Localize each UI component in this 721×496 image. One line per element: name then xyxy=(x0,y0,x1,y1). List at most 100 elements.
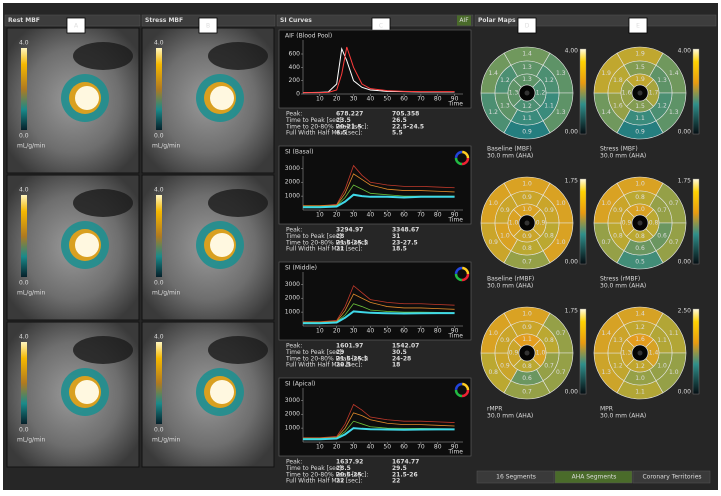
colorbar xyxy=(156,342,162,424)
map-subtitle: 30.0 mm (AHA) xyxy=(600,153,646,160)
stat-stress: 31 xyxy=(392,233,400,240)
segment-label: 1.0 xyxy=(488,330,498,337)
stat-label: Full Width Half Max [sec]: xyxy=(286,246,363,253)
stat-rest: 3294.97 xyxy=(336,227,363,234)
stat-label: Peak: xyxy=(286,459,302,466)
tab[interactable] xyxy=(554,470,633,484)
colorbar-unit: mL/g/min xyxy=(17,143,46,150)
stat-rest: 20.5 xyxy=(336,362,351,369)
segment-icon xyxy=(454,150,470,166)
segment-label: 1.1 xyxy=(657,337,667,344)
tab[interactable] xyxy=(632,470,711,484)
blood-pool-dark xyxy=(73,336,133,364)
stat-stress: 5.5 xyxy=(392,130,403,137)
curve xyxy=(303,164,455,207)
colorbar-label: 0.00 xyxy=(678,259,692,266)
stat-rest: 6.5 xyxy=(336,130,347,137)
x-tick-label: 60 xyxy=(400,444,408,451)
stat-stress: 3348.67 xyxy=(392,227,419,234)
segment-label: 0.9 xyxy=(522,233,532,240)
segment-icon xyxy=(454,382,470,398)
colorbar-unit: mL/g/min xyxy=(152,290,181,297)
letter-label: A xyxy=(74,23,79,30)
map-subtitle: 30.0 mm (AHA) xyxy=(487,413,533,420)
segment-label: 0.9 xyxy=(522,194,532,201)
colorbar xyxy=(21,195,27,277)
segment-label: 1.2 xyxy=(536,90,546,97)
x-tick-label: 30 xyxy=(350,96,358,103)
blood-pool-dark xyxy=(73,42,133,70)
colorbar-label: 4.0 xyxy=(154,334,164,341)
colorbar xyxy=(156,48,162,130)
stat-label: Peak: xyxy=(286,227,302,234)
x-tick-label: 90 xyxy=(451,444,459,451)
chart-box xyxy=(278,145,472,225)
segment-label: 1.0 xyxy=(536,350,546,357)
letter-tag xyxy=(517,17,537,34)
y-tick-label: 2000 xyxy=(285,179,300,186)
letter-tag xyxy=(198,17,218,34)
colorbar-unit: mL/g/min xyxy=(152,143,181,150)
segment-label: 1.1 xyxy=(635,389,645,396)
colorbar xyxy=(692,308,700,395)
apex-dot xyxy=(637,90,643,96)
segment-label: 1.6 xyxy=(613,102,623,109)
stat-rest: 1601.97 xyxy=(336,343,363,350)
panel-title: SI Curves xyxy=(280,17,312,24)
segment-label: 1.4 xyxy=(601,109,611,116)
letter-label: C xyxy=(379,23,383,30)
x-tick-label: 90 xyxy=(451,328,459,335)
curve xyxy=(303,193,455,209)
x-tick-label: 10 xyxy=(316,96,324,103)
panel-title: Rest MBF xyxy=(8,17,40,24)
segment-label: 0.6 xyxy=(635,245,645,252)
stat-rest: 28 xyxy=(336,233,344,240)
segment-label: 0.7 xyxy=(556,330,566,337)
segment-label: 1.9 xyxy=(635,76,645,83)
segment-label: 1.0 xyxy=(500,232,510,239)
stat-label: Time to 20-80% Peak [sec]: xyxy=(285,355,369,362)
apex-dot xyxy=(637,220,643,226)
apex-dot xyxy=(524,90,530,96)
x-tick-label: 80 xyxy=(434,212,442,219)
colorbar-label: 1.75 xyxy=(565,178,579,185)
colorbar-label: 0.0 xyxy=(19,280,29,287)
segment-label: 1.0 xyxy=(522,206,532,213)
chart-title: AIF (Blood Pool) xyxy=(285,33,332,40)
curve xyxy=(303,46,455,94)
stat-stress: 18.5 xyxy=(392,246,407,253)
x-axis-label: Time xyxy=(447,333,463,340)
segment-label: 1.9 xyxy=(635,51,645,58)
segment-label: 0.9 xyxy=(500,207,510,214)
y-tick-label: 1000 xyxy=(285,425,300,432)
y-tick-label: 2000 xyxy=(285,411,300,418)
curve xyxy=(303,173,455,207)
colorbar-label: 0.0 xyxy=(19,133,29,140)
segment-label: 1.9 xyxy=(601,70,611,77)
colorbar-label: 0.0 xyxy=(19,427,29,434)
map-subtitle: 30.0 mm (AHA) xyxy=(600,283,646,290)
colorbar-label: 4.0 xyxy=(19,187,29,194)
stat-label: Full Width Half Max [sec]: xyxy=(286,130,363,137)
colorbar-label: 0.00 xyxy=(565,129,579,136)
blood-pool xyxy=(75,380,99,404)
segment-label: 0.9 xyxy=(522,324,532,331)
segment-label: 0.7 xyxy=(669,239,679,246)
segment-label: 1.8 xyxy=(613,77,623,84)
stat-rest: 20.5-25 xyxy=(336,471,362,478)
stat-stress: 1542.07 xyxy=(392,343,419,350)
tab[interactable] xyxy=(476,470,555,484)
tab-label: AHA Segments xyxy=(572,474,617,481)
segment-label: 0.6 xyxy=(522,375,532,382)
segment-label: 0.9 xyxy=(544,207,554,214)
stat-label: Full Width Half Max [sec]: xyxy=(286,362,363,369)
map-title: Baseline (rMBF) xyxy=(487,276,534,283)
colorbar-label: 2.50 xyxy=(678,308,692,315)
segment-label: 1.3 xyxy=(622,350,632,357)
x-tick-label: 70 xyxy=(417,328,425,335)
segment-label: 1.3 xyxy=(657,77,667,84)
segment-label: 1.3 xyxy=(601,369,611,376)
colorbar xyxy=(579,308,587,395)
aif-button[interactable] xyxy=(457,15,471,26)
stat-label: Time to Peak [sec]: xyxy=(285,349,344,356)
